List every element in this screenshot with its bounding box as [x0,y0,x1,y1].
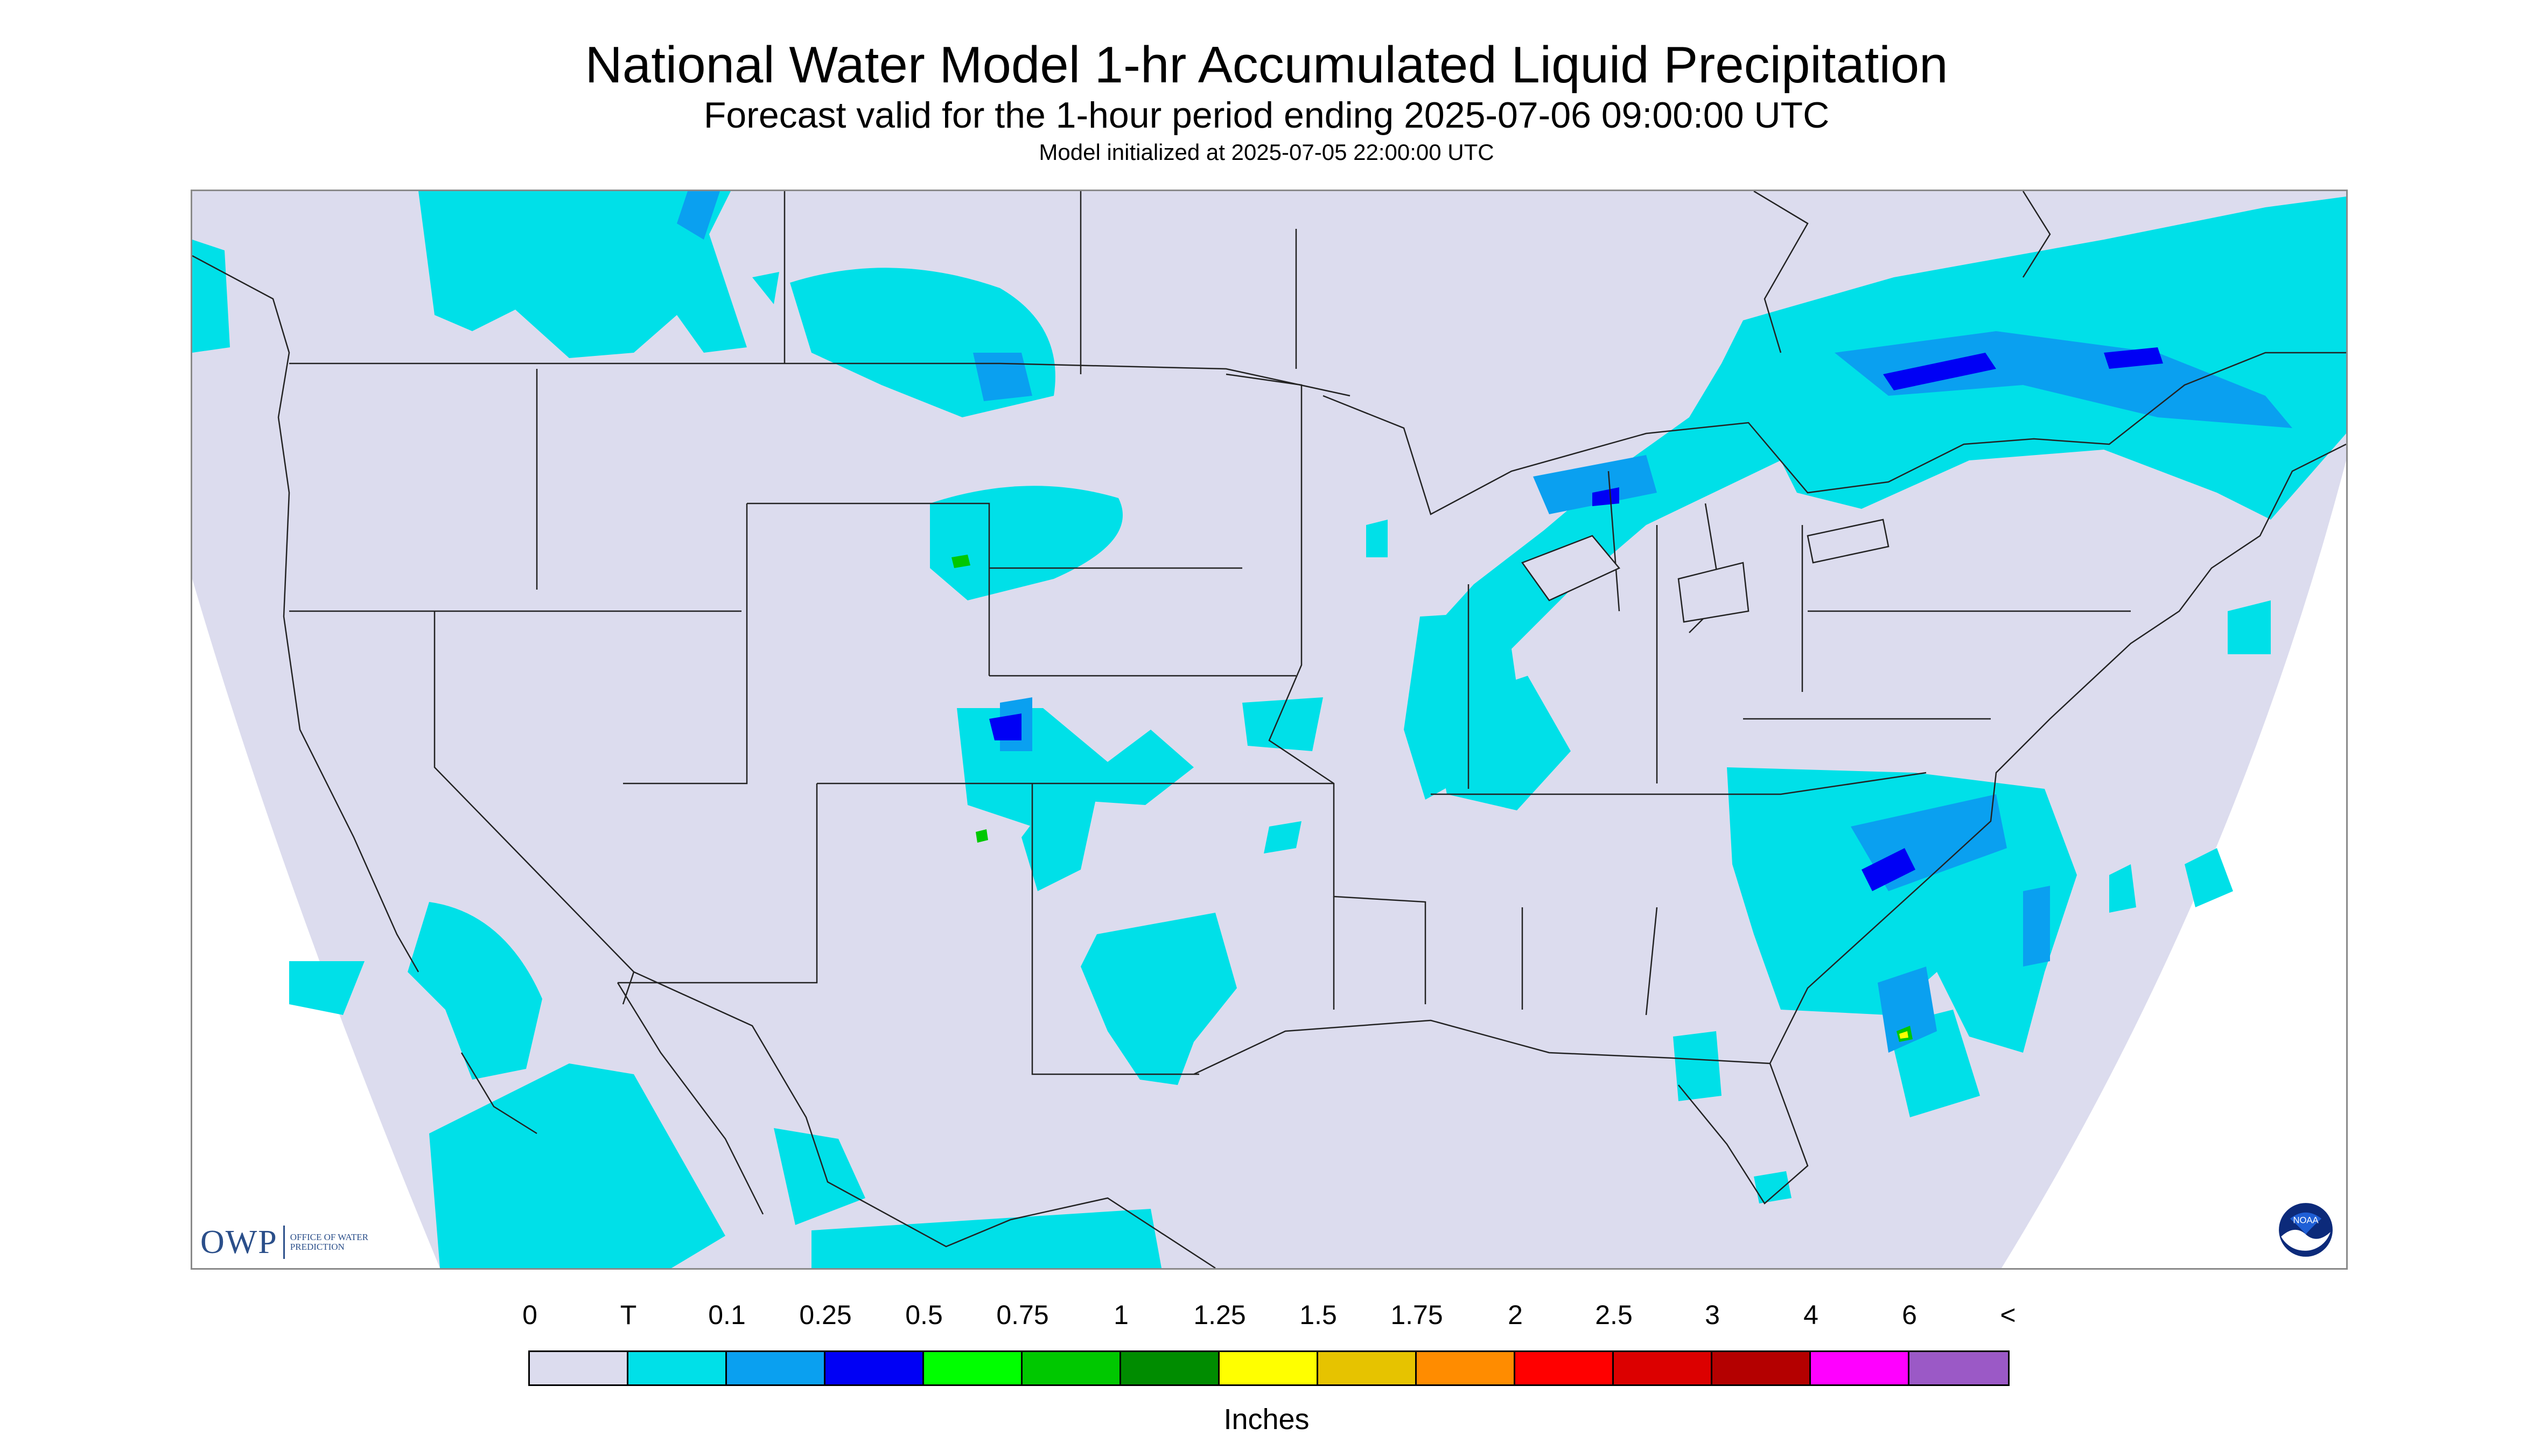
legend-swatch [1318,1352,1417,1384]
legend-swatch [1811,1352,1909,1384]
legend-swatch [1023,1352,1121,1384]
legend-swatch [727,1352,825,1384]
legend-label: 1 [1114,1300,1129,1330]
legend-label: 0.1 [708,1300,746,1330]
legend-swatch [1220,1352,1318,1384]
legend-label: T [620,1300,637,1330]
legend-swatch [825,1352,924,1384]
owp-logo-divider [283,1226,285,1259]
legend-label: 3 [1705,1300,1720,1330]
forecast-valid-subtitle: Forecast valid for the 1-hour period end… [703,95,1830,136]
precip-moderate-areas [989,347,2163,891]
legend-swatch [530,1352,628,1384]
legend-swatch [1515,1352,1614,1384]
legend-label: 2.5 [1595,1300,1633,1330]
legend-swatch [1614,1352,1712,1384]
legend-swatch [628,1352,727,1384]
legend-swatch [1417,1352,1515,1384]
precip-green-cores [951,555,1913,1042]
legend-labels: 0 T 0.1 0.25 0.5 0.75 1 1.25 1.5 1.75 2 2.5 3 4 6 < [0,1299,2533,1336]
legend-label: 0.75 [996,1300,1049,1330]
owp-logo-subtext: OFFICE OF WATER PREDICTION [290,1232,368,1252]
legend-label: 1.25 [1193,1300,1246,1330]
legend-swatch [924,1352,1023,1384]
legend-label: 4 [1803,1300,1818,1330]
legend-label: 6 [1902,1300,1917,1330]
legend-units: Inches [1223,1403,1310,1436]
legend-label: 1.5 [1299,1300,1337,1330]
precip-yellow-cores [1899,1031,1908,1039]
legend-swatch [1712,1352,1811,1384]
owp-logo: OWP OFFICE OF WATER PREDICTION [200,1223,371,1261]
precip-trace-areas [192,191,2346,1268]
legend-label: 2 [1508,1300,1523,1330]
boundaries [192,191,2346,1268]
legend-label: 0 [522,1300,537,1330]
precipitation-map [191,190,2348,1270]
owp-logo-text: OWP [200,1223,278,1261]
legend-label: < [2000,1300,2016,1330]
map-title: National Water Model 1-hr Accumulated Li… [585,36,1948,94]
legend-swatch [1909,1352,2008,1384]
legend-label: 0.5 [905,1300,943,1330]
model-init-text: Model initialized at 2025-07-05 22:00:00… [1039,139,1494,165]
lake-outlines [1521,519,1890,623]
legend-color-bar [528,1350,2010,1386]
legend-label: 1.75 [1390,1300,1443,1330]
noaa-logo-icon: NOAA [2279,1203,2333,1257]
legend-swatch [1121,1352,1220,1384]
legend-label: 0.25 [799,1300,852,1330]
noaa-logo-text: NOAA [2293,1215,2319,1226]
